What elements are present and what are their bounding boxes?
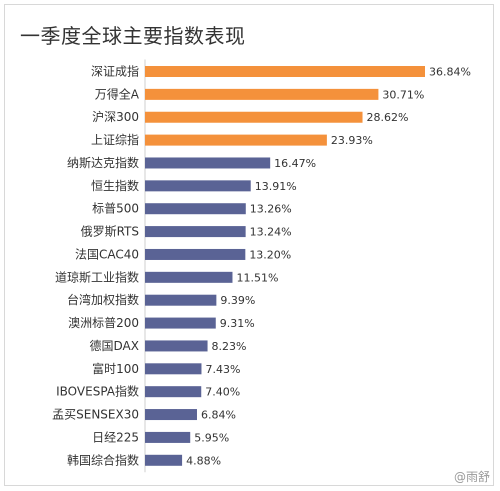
value-label: 28.62%: [367, 111, 409, 124]
bar: [145, 431, 191, 443]
bar: [145, 340, 208, 352]
category-label: 台湾加权指数: [67, 292, 139, 307]
value-label: 4.88%: [186, 454, 221, 467]
chart-frame: [4, 4, 494, 486]
category-label: 日经225: [92, 430, 139, 444]
value-label: 36.84%: [429, 66, 471, 79]
value-label: 11.51%: [236, 271, 278, 284]
value-label: 7.43%: [205, 363, 240, 376]
bar: [145, 88, 379, 100]
bar: [145, 66, 425, 77]
chart-title: 一季度全球主要指数表现: [20, 24, 246, 48]
category-label: 恒生指数: [91, 178, 139, 193]
category-label: 富时100: [92, 361, 139, 376]
value-label: 6.84%: [201, 409, 236, 422]
value-label: 9.39%: [220, 294, 255, 307]
category-label: 法国CAC40: [75, 247, 139, 261]
category-label: 上证综指: [91, 132, 139, 147]
bar: [145, 248, 246, 260]
category-label: 深证成指: [91, 64, 139, 79]
bar: [145, 317, 216, 329]
value-label: 13.91%: [255, 180, 297, 193]
value-label: 9.31%: [220, 317, 255, 330]
category-label: 纳斯达克指数: [67, 155, 139, 170]
bar: [145, 294, 217, 306]
value-label: 5.95%: [194, 431, 229, 444]
category-label: 沪深300: [92, 110, 139, 124]
value-label: 8.23%: [212, 340, 247, 353]
bar: [145, 454, 183, 466]
bar: [145, 203, 246, 215]
value-label: 13.26%: [250, 203, 292, 216]
bar: [145, 386, 202, 398]
category-label: 澳洲标普200: [68, 316, 139, 330]
value-label: 13.20%: [249, 248, 291, 261]
bar: [145, 271, 233, 283]
bar: [145, 134, 327, 146]
category-label: 德国DAX: [90, 338, 139, 353]
bar: [145, 226, 246, 238]
bar: [145, 157, 271, 169]
category-label: 万得全A: [95, 86, 140, 101]
bar: [145, 180, 251, 192]
category-label: 俄罗斯RTS: [81, 225, 139, 239]
bar: [145, 363, 202, 375]
bar: [145, 111, 363, 123]
category-label: 孟买SENSEX30: [52, 408, 139, 422]
value-label: 30.71%: [382, 88, 424, 101]
category-label: 道琼斯工业指数: [55, 269, 139, 284]
watermark: @雨舒: [453, 470, 490, 484]
value-label: 16.47%: [274, 157, 316, 170]
category-label: 韩国综合指数: [67, 452, 139, 467]
value-label: 7.40%: [205, 386, 240, 399]
category-label: IBOVESPA指数: [56, 384, 139, 399]
bar: [145, 409, 197, 421]
value-label: 23.93%: [331, 134, 373, 147]
value-label: 13.24%: [250, 226, 292, 239]
category-label: 标普500: [92, 202, 139, 216]
